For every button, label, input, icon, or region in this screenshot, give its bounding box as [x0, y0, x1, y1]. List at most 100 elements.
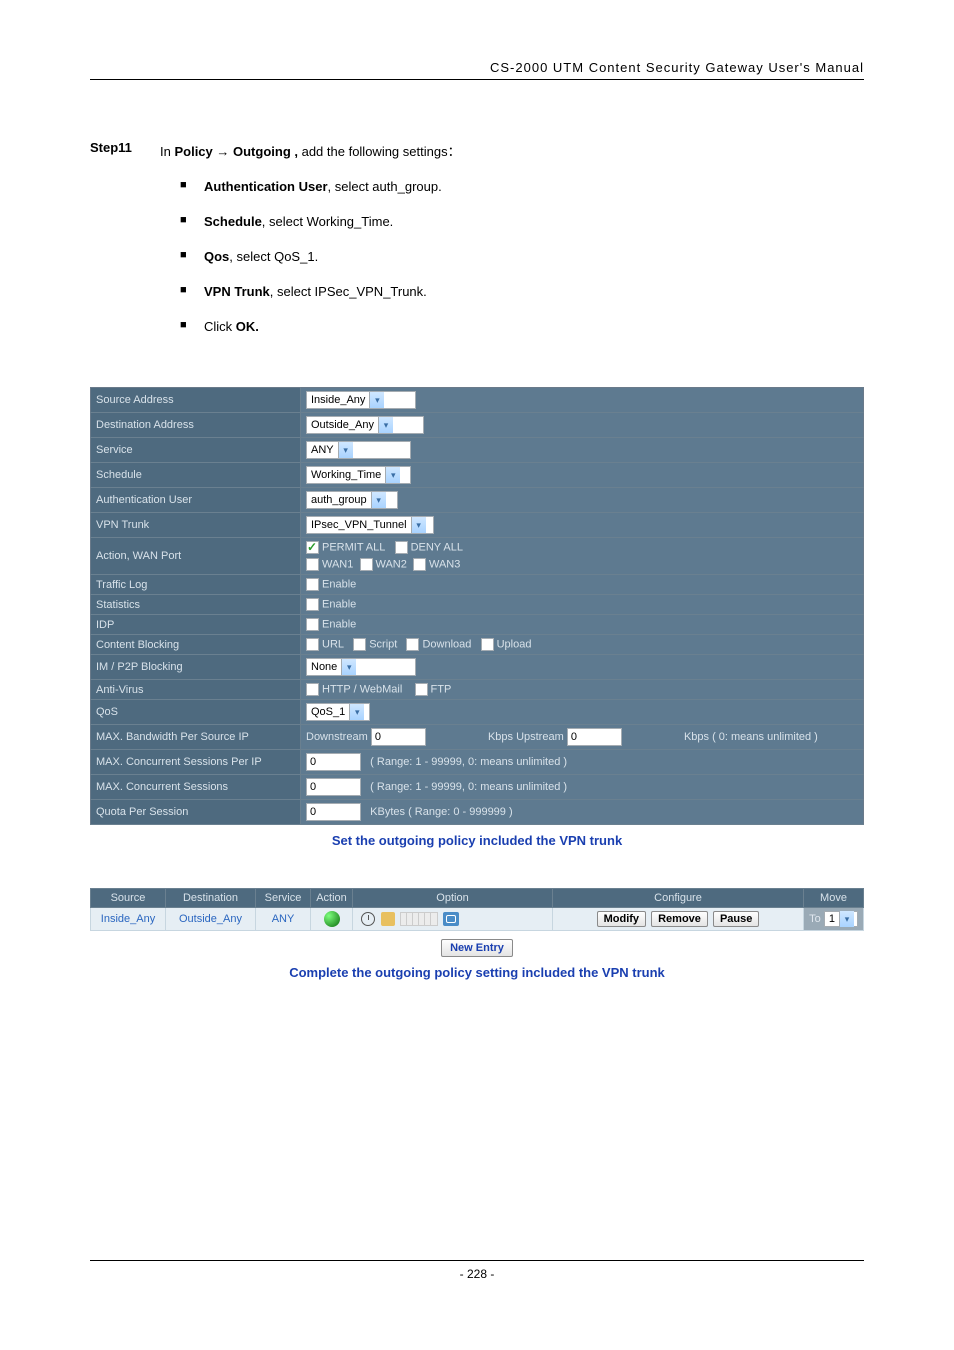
- text: , select IPSec_VPN_Trunk.: [270, 284, 427, 299]
- step-intro-row: Step11 In Policy → Outgoing , add the fo…: [90, 140, 864, 163]
- download-checkbox[interactable]: [406, 638, 419, 651]
- step-block: Step11 In Policy → Outgoing , add the fo…: [90, 140, 864, 337]
- checkbox-label: Enable: [322, 619, 356, 631]
- select-text: None: [311, 661, 341, 673]
- row-value: URL Script Download Upload: [301, 635, 864, 655]
- row-value: Inside_Any▾: [301, 388, 864, 413]
- opt-icon: [430, 912, 438, 926]
- checkbox-label: WAN3: [429, 559, 460, 571]
- row-label: MAX. Concurrent Sessions: [91, 775, 301, 800]
- link-text[interactable]: ANY: [272, 913, 295, 925]
- source-address-select[interactable]: Inside_Any▾: [306, 391, 416, 409]
- row-label: Action, WAN Port: [91, 538, 301, 575]
- col-option: Option: [353, 889, 553, 908]
- col-move: Move: [804, 889, 864, 908]
- row-label: IM / P2P Blocking: [91, 655, 301, 680]
- chevron-down-icon: ▾: [385, 467, 400, 483]
- chevron-down-icon: ▾: [411, 517, 426, 533]
- max-conc-ip-input[interactable]: 0: [306, 753, 361, 771]
- link-text[interactable]: Inside_Any: [101, 913, 155, 925]
- url-checkbox[interactable]: [306, 638, 319, 651]
- list-item: Qos, select QoS_1.: [180, 247, 864, 268]
- upload-checkbox[interactable]: [481, 638, 494, 651]
- row-label: MAX. Bandwidth Per Source IP: [91, 725, 301, 750]
- vpn-trunk-select[interactable]: IPsec_VPN_Tunnel▾: [306, 516, 434, 534]
- destination-address-select[interactable]: Outside_Any▾: [306, 416, 424, 434]
- checkbox-label: PERMIT ALL: [322, 542, 385, 554]
- downstream-input[interactable]: 0: [371, 728, 426, 746]
- text: Downstream: [306, 731, 368, 743]
- text-bold: VPN Trunk: [204, 284, 270, 299]
- idp-checkbox[interactable]: [306, 618, 319, 631]
- remove-button[interactable]: Remove: [651, 911, 708, 927]
- checkbox-label: Download: [422, 639, 471, 651]
- table-row: Inside_Any Outside_Any ANY Modify Remove…: [91, 908, 864, 931]
- chevron-down-icon: ▾: [341, 659, 356, 675]
- chevron-down-icon: ▾: [349, 704, 364, 720]
- row-value: Enable: [301, 595, 864, 615]
- row-value: Downstream 0 Kbps Upstream 0 Kbps ( 0: m…: [301, 725, 864, 750]
- row-label: Statistics: [91, 595, 301, 615]
- quota-input[interactable]: 0: [306, 803, 361, 821]
- permit-all-checkbox[interactable]: [306, 541, 319, 554]
- wan1-checkbox[interactable]: [306, 558, 319, 571]
- move-select[interactable]: 1▾: [824, 911, 858, 927]
- ftp-checkbox[interactable]: [415, 683, 428, 696]
- max-conc-input[interactable]: 0: [306, 778, 361, 796]
- link-text[interactable]: Outside_Any: [179, 913, 242, 925]
- header-title: CS-2000 UTM Content Security Gateway Use…: [490, 60, 864, 75]
- http-webmail-checkbox[interactable]: [306, 683, 319, 696]
- chevron-down-icon: ▾: [378, 417, 393, 433]
- row-label: Anti-Virus: [91, 680, 301, 700]
- qos-select[interactable]: QoS_1▾: [306, 703, 370, 721]
- select-text: Inside_Any: [311, 394, 369, 406]
- row-value: 0 KBytes ( Range: 0 - 999999 ): [301, 800, 864, 825]
- cell-destination: Outside_Any: [166, 908, 256, 931]
- checkbox-label: Script: [369, 639, 397, 651]
- select-text: auth_group: [311, 494, 371, 506]
- row-value: QoS_1▾: [301, 700, 864, 725]
- traffic-log-checkbox[interactable]: [306, 578, 319, 591]
- step-list: Authentication User, select auth_group. …: [90, 177, 864, 337]
- modify-button[interactable]: Modify: [597, 911, 646, 927]
- chevron-down-icon: ▾: [839, 911, 854, 927]
- statistics-checkbox[interactable]: [306, 598, 319, 611]
- service-select[interactable]: ANY▾: [306, 441, 411, 459]
- policy-form-table: Source Address Inside_Any▾ Destination A…: [90, 387, 864, 825]
- upstream-input[interactable]: 0: [567, 728, 622, 746]
- page-footer: - 228 -: [90, 1260, 864, 1281]
- checkbox-label: Enable: [322, 599, 356, 611]
- wan2-checkbox[interactable]: [360, 558, 373, 571]
- select-text: 1: [829, 913, 839, 925]
- user-icon: [381, 912, 395, 926]
- wan3-checkbox[interactable]: [413, 558, 426, 571]
- text-bold: Outgoing ,: [233, 144, 298, 159]
- chevron-down-icon: ▾: [338, 442, 353, 458]
- col-service: Service: [256, 889, 311, 908]
- checkbox-label: FTP: [431, 684, 452, 696]
- text: Kbps Upstream: [488, 731, 564, 743]
- new-entry-button[interactable]: New Entry: [441, 939, 513, 957]
- row-label: Source Address: [91, 388, 301, 413]
- im-p2p-select[interactable]: None▾: [306, 658, 416, 676]
- select-text: ANY: [311, 444, 338, 456]
- row-value: Outside_Any▾: [301, 413, 864, 438]
- checkbox-label: HTTP / WebMail: [322, 684, 402, 696]
- step-intro: In Policy → Outgoing , add the following…: [160, 140, 864, 163]
- row-value: None▾: [301, 655, 864, 680]
- row-label: MAX. Concurrent Sessions Per IP: [91, 750, 301, 775]
- script-checkbox[interactable]: [353, 638, 366, 651]
- arrow: →: [213, 144, 233, 159]
- pause-button[interactable]: Pause: [713, 911, 759, 927]
- deny-all-checkbox[interactable]: [395, 541, 408, 554]
- text: In: [160, 144, 174, 159]
- col-destination: Destination: [166, 889, 256, 908]
- row-value: HTTP / WebMail FTP: [301, 680, 864, 700]
- row-value: auth_group▾: [301, 488, 864, 513]
- cell-service: ANY: [256, 908, 311, 931]
- auth-user-select[interactable]: auth_group▾: [306, 491, 398, 509]
- text-bold: Schedule: [204, 214, 262, 229]
- summary-table: Source Destination Service Action Option…: [90, 888, 864, 931]
- cell-option: [353, 908, 553, 931]
- schedule-select[interactable]: Working_Time▾: [306, 466, 411, 484]
